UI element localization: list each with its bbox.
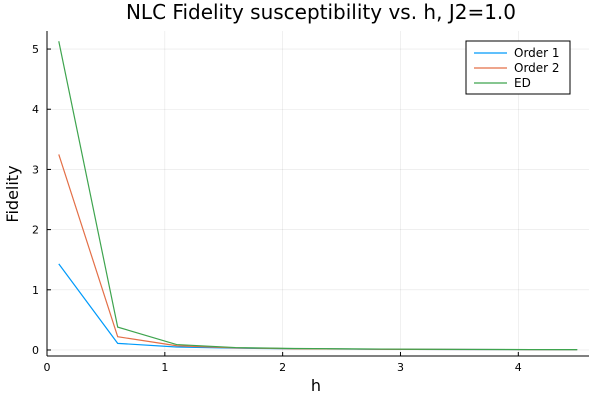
y-axis-label: Fidelity [3, 165, 22, 222]
legend-label-order-2: Order 2 [514, 61, 560, 75]
x-tick-label: 1 [161, 361, 168, 374]
x-tick-label: 2 [279, 361, 286, 374]
x-tick-label: 3 [397, 361, 404, 374]
y-tick-label: 0 [32, 344, 39, 357]
x-axis-label: h [311, 376, 321, 395]
x-tick-label: 4 [515, 361, 522, 374]
axis-frame [46, 31, 589, 357]
series-line-order-1 [58, 263, 578, 351]
grid [46, 31, 589, 356]
series-line-order-2 [58, 154, 578, 351]
x-tick-label: 0 [44, 361, 51, 374]
ticks: 0 1 2 3 4 0 1 2 3 4 5 [32, 43, 522, 374]
y-tick-label: 2 [32, 224, 39, 237]
y-tick-label: 5 [32, 43, 39, 56]
y-tick-label: 4 [32, 103, 39, 116]
series-line-ed [58, 41, 578, 351]
legend-label-order-1: Order 1 [514, 46, 560, 60]
y-tick-label: 1 [32, 284, 39, 297]
y-tick-label: 3 [32, 163, 39, 176]
chart-title: NLC Fidelity susceptibility vs. h, J2=1.… [126, 0, 516, 24]
series-lines [58, 41, 578, 351]
legend-label-ed: ED [514, 76, 531, 90]
